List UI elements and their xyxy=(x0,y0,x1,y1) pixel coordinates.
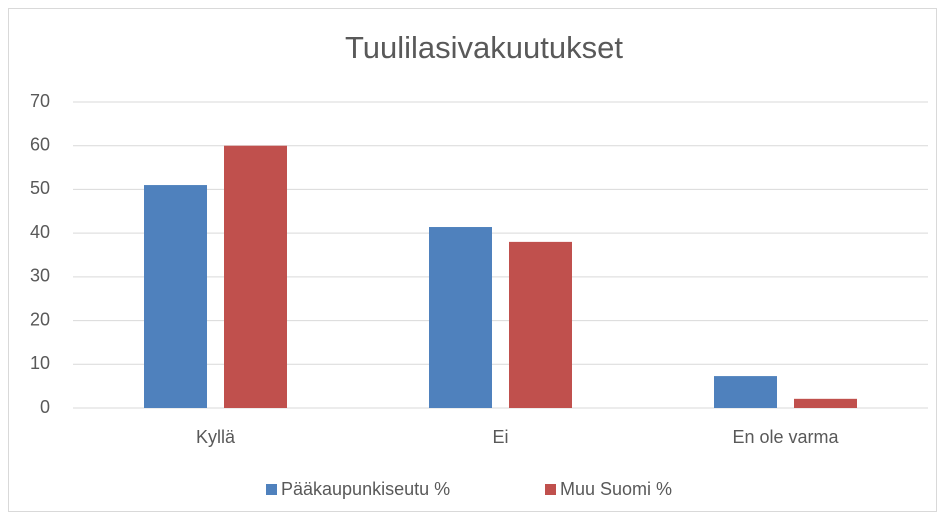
y-tick-label: 40 xyxy=(30,222,50,242)
legend-label: Pääkaupunkiseutu % xyxy=(281,479,450,499)
y-tick-label: 60 xyxy=(30,134,50,154)
bar xyxy=(144,185,207,408)
bar xyxy=(224,145,287,408)
y-tick-label: 20 xyxy=(30,309,50,329)
bar xyxy=(794,398,857,408)
legend-swatch xyxy=(545,484,556,495)
y-tick-label: 10 xyxy=(30,353,50,373)
y-tick-label: 0 xyxy=(40,397,50,417)
y-tick-label: 30 xyxy=(30,266,50,286)
legend-label: Muu Suomi % xyxy=(560,479,672,499)
chart-title: Tuulilasivakuutukset xyxy=(345,30,623,65)
y-tick-label: 70 xyxy=(30,91,50,111)
y-tick-label: 50 xyxy=(30,178,50,198)
bar xyxy=(714,376,777,408)
bar xyxy=(429,227,492,408)
x-tick-label: Ei xyxy=(492,427,508,447)
legend-swatch xyxy=(266,484,277,495)
x-tick-label: Kyllä xyxy=(196,427,236,447)
x-tick-label: En ole varma xyxy=(732,427,839,447)
bar xyxy=(509,241,572,408)
